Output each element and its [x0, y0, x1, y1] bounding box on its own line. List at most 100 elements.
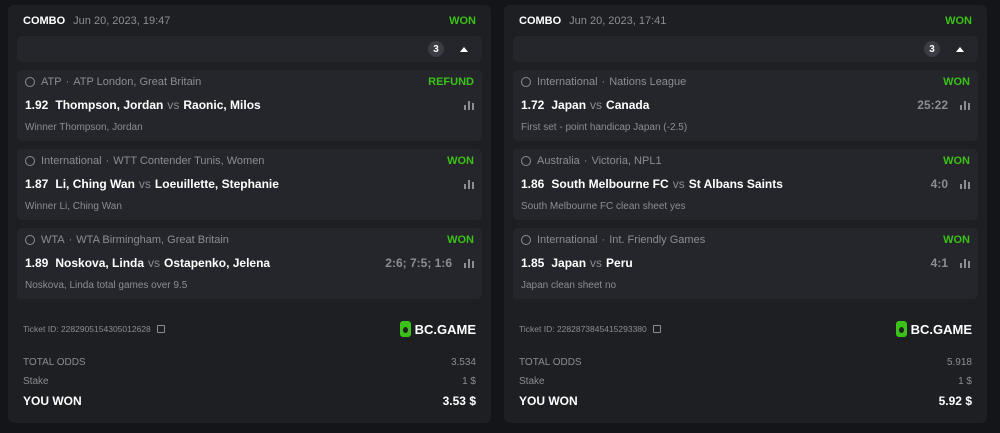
stats-icon[interactable] — [464, 179, 474, 189]
bc-logo-icon — [399, 321, 411, 337]
stats-icon[interactable] — [464, 258, 474, 268]
selection: Japan clean sheet no — [521, 280, 617, 291]
ticket-id: Ticket ID: 2282905154305012628 — [23, 324, 151, 334]
brand-logo: BC.GAME — [399, 321, 476, 337]
item-status: WON — [447, 155, 474, 167]
you-won-value: 3.53 $ — [442, 393, 476, 408]
chevron-up-icon[interactable] — [460, 46, 468, 52]
stake-label: Stake — [23, 376, 49, 387]
soccer-icon — [521, 156, 531, 166]
away-team: St Albans Saints — [688, 177, 783, 191]
bet-ticket-card: COMBO Jun 20, 2023, 17:41 WON 3 Internat… — [504, 5, 987, 423]
selection: Winner Li, Ching Wan — [25, 201, 122, 212]
bet-type: COMBO — [519, 14, 562, 27]
table-tennis-icon — [25, 156, 35, 166]
item-status: WON — [943, 76, 970, 88]
odds: 1.87 — [25, 177, 49, 191]
you-won-value: 5.92 $ — [938, 393, 972, 408]
total-odds-label: TOTAL ODDS — [519, 357, 582, 368]
bet-item: Australia · Victoria, NPL1 WON 1.86 South… — [513, 149, 978, 220]
stake-value: 1 $ — [462, 376, 476, 387]
vs-label: vs — [138, 177, 151, 191]
total-odds-value: 5.918 — [946, 357, 972, 368]
league: Nations League — [609, 76, 687, 88]
home-team: Noskova, Linda — [55, 256, 145, 270]
selection: Noskova, Linda total games over 9.5 — [25, 280, 188, 291]
category: ATP — [41, 76, 62, 88]
odds: 1.72 — [521, 98, 545, 112]
stats-icon[interactable] — [960, 100, 970, 110]
vs-label: vs — [590, 98, 603, 112]
chevron-up-icon[interactable] — [956, 46, 964, 52]
away-team: Ostapenko, Jelena — [164, 256, 271, 270]
away-team: Raonic, Milos — [183, 98, 261, 112]
odds: 1.92 — [25, 98, 49, 112]
ticket-id: Ticket ID: 2282873845415293380 — [519, 324, 647, 334]
vs-label: vs — [167, 98, 180, 112]
stats-icon[interactable] — [960, 179, 970, 189]
selection: First set - point handicap Japan (-2.5) — [521, 122, 688, 133]
score: 25:22 — [917, 98, 948, 112]
item-status: REFUND — [428, 76, 474, 88]
copy-icon[interactable] — [652, 325, 661, 333]
home-team: Li, Ching Wan — [55, 177, 135, 191]
category: International — [41, 155, 102, 167]
bet-date: Jun 20, 2023, 17:41 — [569, 14, 667, 27]
copy-icon[interactable] — [156, 325, 165, 333]
home-team: South Melbourne FC — [551, 177, 669, 191]
item-status: WON — [447, 234, 474, 246]
you-won-label: YOU WON — [23, 393, 82, 408]
score: 4:0 — [930, 177, 948, 191]
home-team: Japan — [551, 98, 587, 112]
league: WTA Birmingham, Great Britain — [76, 234, 229, 246]
bet-item: ATP · ATP London, Great Britain REFUND 1.… — [17, 70, 482, 141]
vs-label: vs — [148, 256, 161, 270]
category: International — [537, 234, 598, 246]
tennis-icon — [25, 77, 35, 87]
vs-label: vs — [590, 256, 603, 270]
league: ATP London, Great Britain — [73, 76, 202, 88]
bet-ticket-card: COMBO Jun 20, 2023, 19:47 WON 3 ATP · ATP… — [8, 5, 491, 423]
bc-logo-icon — [895, 321, 907, 337]
odds: 1.85 — [521, 256, 545, 270]
score: 2:6; 7:5; 1:6 — [385, 256, 452, 270]
total-odds-value: 3.534 — [450, 357, 476, 368]
volleyball-icon — [521, 77, 531, 87]
ticket-status: WON — [945, 14, 972, 27]
bet-item: International · WTT Contender Tunis, Wome… — [17, 149, 482, 220]
tennis-icon — [25, 235, 35, 245]
vs-label: vs — [672, 177, 685, 191]
selection-count: 3 — [924, 41, 940, 57]
home-team: Japan — [551, 256, 587, 270]
bet-type: COMBO — [23, 14, 66, 27]
category: WTA — [41, 234, 65, 246]
selection: South Melbourne FC clean sheet yes — [521, 201, 686, 212]
away-team: Loeuillette, Stephanie — [154, 177, 279, 191]
category: International — [537, 76, 598, 88]
bet-date: Jun 20, 2023, 19:47 — [73, 14, 171, 27]
ticket-status: WON — [449, 14, 476, 27]
away-team: Canada — [606, 98, 650, 112]
collapse-bar[interactable]: 3 — [17, 36, 482, 62]
stake-label: Stake — [519, 376, 545, 387]
bet-item: International · Nations League WON 1.72 J… — [513, 70, 978, 141]
category: Australia — [537, 155, 580, 167]
league: WTT Contender Tunis, Women — [113, 155, 265, 167]
home-team: Thompson, Jordan — [55, 98, 164, 112]
item-status: WON — [943, 234, 970, 246]
stats-icon[interactable] — [960, 258, 970, 268]
away-team: Peru — [606, 256, 633, 270]
league: Victoria, NPL1 — [591, 155, 662, 167]
item-status: WON — [943, 155, 970, 167]
score: 4:1 — [930, 256, 948, 270]
you-won-label: YOU WON — [519, 393, 578, 408]
bet-item: WTA · WTA Birmingham, Great Britain WON 1… — [17, 228, 482, 299]
bet-item: International · Int. Friendly Games WON 1… — [513, 228, 978, 299]
total-odds-label: TOTAL ODDS — [23, 357, 86, 368]
odds: 1.86 — [521, 177, 545, 191]
stats-icon[interactable] — [464, 100, 474, 110]
selection-count: 3 — [428, 41, 444, 57]
soccer-icon — [521, 235, 531, 245]
stake-value: 1 $ — [958, 376, 972, 387]
collapse-bar[interactable]: 3 — [513, 36, 978, 62]
